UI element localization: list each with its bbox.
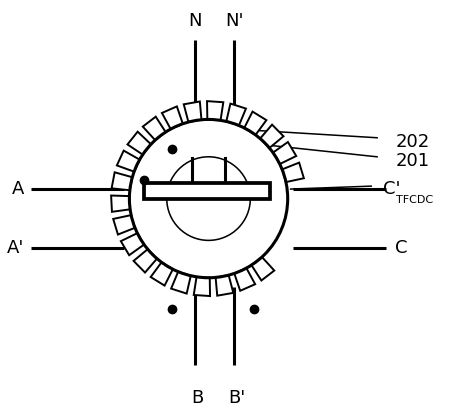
Circle shape [129,120,288,278]
Text: 201: 201 [395,152,429,170]
Polygon shape [207,101,223,120]
Polygon shape [244,112,266,135]
Polygon shape [260,125,283,148]
Bar [146,185,269,198]
Polygon shape [113,215,135,235]
Text: A: A [11,180,24,198]
Text: C': C' [383,180,401,198]
Polygon shape [134,249,157,272]
Circle shape [168,158,249,239]
Polygon shape [234,268,255,291]
Polygon shape [226,104,246,125]
Polygon shape [143,117,165,140]
Text: N': N' [225,12,244,30]
Polygon shape [251,257,274,281]
Polygon shape [184,102,201,122]
Text: 202: 202 [395,133,430,151]
Bar [144,183,270,199]
Text: B: B [191,389,204,407]
Polygon shape [111,196,130,212]
Polygon shape [128,132,151,155]
Polygon shape [273,142,296,164]
Text: N: N [189,12,202,30]
Text: C: C [395,239,408,257]
Polygon shape [194,277,210,296]
Polygon shape [117,150,140,172]
Polygon shape [162,106,183,129]
Polygon shape [111,172,132,190]
Text: TFCDC: TFCDC [396,195,433,205]
Polygon shape [171,272,191,293]
Polygon shape [282,163,304,182]
Polygon shape [121,233,144,255]
Polygon shape [151,262,173,286]
Polygon shape [216,275,233,296]
Text: A': A' [7,239,24,257]
Text: B': B' [228,389,245,407]
